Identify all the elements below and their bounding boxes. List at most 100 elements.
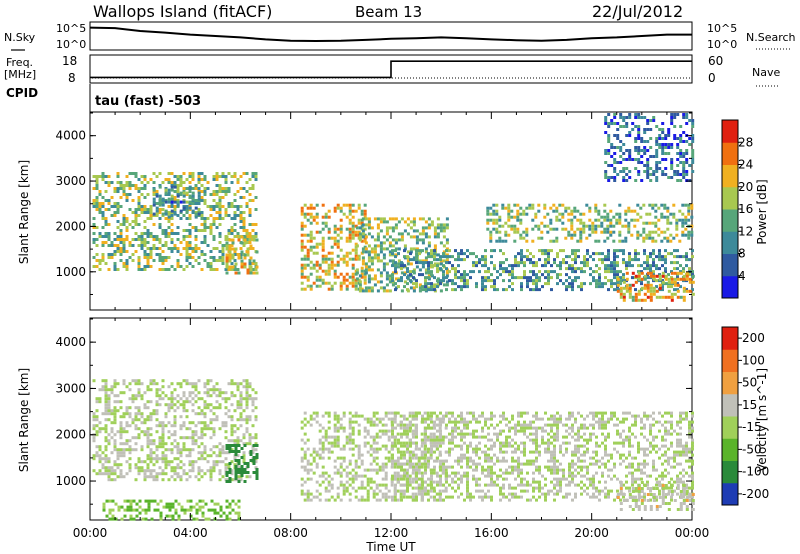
power-cell	[406, 232, 410, 236]
power-cell	[555, 215, 559, 219]
power-cell	[303, 275, 307, 279]
velocity-cell	[444, 486, 448, 490]
power-cell	[661, 170, 665, 173]
power-cell	[116, 187, 120, 190]
velocity-cell	[463, 423, 466, 427]
velocity-cell	[345, 441, 349, 445]
power-cell	[673, 280, 677, 284]
power-cell	[339, 236, 343, 240]
power-cell	[101, 211, 105, 214]
power-cell	[466, 285, 469, 289]
velocity-cell	[391, 447, 394, 451]
power-cell	[643, 286, 647, 290]
power-cell	[582, 224, 586, 228]
power-cell	[604, 170, 608, 173]
power-cell	[231, 247, 235, 251]
velocity-cell	[321, 480, 325, 484]
power-cell	[490, 261, 493, 265]
power-cell	[519, 206, 523, 210]
power-cell	[642, 236, 646, 240]
power-cell	[655, 161, 659, 164]
velocity-cell	[110, 466, 114, 470]
velocity-cell	[393, 474, 397, 478]
power-cell	[394, 267, 397, 271]
power-cell	[487, 276, 490, 280]
power-cell	[224, 268, 228, 271]
power-cell	[676, 179, 680, 182]
power-cell	[495, 212, 499, 216]
power-cell	[676, 289, 680, 293]
velocity-cell	[306, 459, 310, 463]
power-cell	[104, 241, 108, 244]
power-cell	[433, 226, 437, 230]
power-cell	[225, 247, 229, 251]
power-cell	[676, 295, 680, 299]
power-cell	[529, 261, 532, 265]
power-cell	[585, 236, 589, 240]
velocity-cell	[445, 495, 448, 499]
power-cell	[161, 268, 165, 271]
power-cell	[520, 276, 523, 280]
velocity-cell	[421, 480, 424, 484]
velocity-cell	[342, 486, 346, 490]
velocity-cell	[245, 391, 249, 395]
velocity-cell	[351, 486, 355, 490]
power-cell	[433, 229, 437, 233]
power-cell	[370, 286, 374, 290]
velocity-cell	[493, 462, 496, 466]
velocity-cell	[397, 423, 400, 427]
velocity-cell	[430, 474, 433, 478]
power-cell	[604, 131, 608, 134]
power-cell	[188, 229, 192, 232]
power-cell	[685, 158, 689, 161]
power-cell	[646, 258, 649, 262]
velocity-cell	[420, 471, 424, 475]
power-cell	[676, 113, 680, 116]
velocity-cell	[242, 454, 246, 458]
power-cell	[556, 264, 559, 268]
velocity-cell	[206, 394, 210, 398]
power-cell	[499, 264, 502, 268]
velocity-cell	[92, 379, 96, 383]
velocity-cell	[200, 442, 204, 446]
velocity-cell	[487, 417, 490, 421]
power-cell	[424, 232, 428, 236]
power-cell	[376, 256, 380, 260]
velocity-cell	[110, 427, 114, 431]
velocity-cell	[339, 426, 343, 430]
velocity-cell	[306, 477, 310, 481]
velocity-cell	[116, 475, 120, 479]
power-cell	[143, 226, 147, 229]
power-cell	[176, 184, 180, 187]
velocity-cell	[321, 474, 325, 478]
power-cell	[167, 178, 171, 181]
power-cell	[382, 241, 386, 245]
velocity-cell	[460, 444, 463, 448]
velocity-cell	[375, 498, 379, 502]
power-cell	[670, 276, 673, 280]
velocity-cell	[397, 450, 400, 454]
power-cell	[541, 264, 544, 268]
power-cell	[167, 235, 171, 238]
velocity-cell	[116, 400, 120, 404]
velocity-cell	[194, 439, 198, 443]
power-cell	[516, 209, 520, 213]
power-cell	[640, 277, 644, 281]
velocity-cell	[481, 489, 484, 493]
power-cell	[628, 152, 632, 155]
power-cell	[451, 255, 454, 259]
power-cell	[631, 271, 635, 275]
power-cell	[487, 267, 490, 271]
power-cell	[649, 252, 652, 256]
velocity-cell	[472, 468, 475, 472]
velocity-cell	[303, 423, 307, 427]
power-cell	[457, 285, 460, 289]
velocity-cell	[161, 436, 165, 440]
power-cell	[382, 235, 386, 239]
power-cell	[360, 212, 364, 216]
power-cell	[637, 131, 641, 134]
velocity-cell	[430, 483, 433, 487]
power-cell	[388, 274, 392, 278]
power-cell	[376, 217, 380, 221]
velocity-cell	[224, 424, 228, 428]
